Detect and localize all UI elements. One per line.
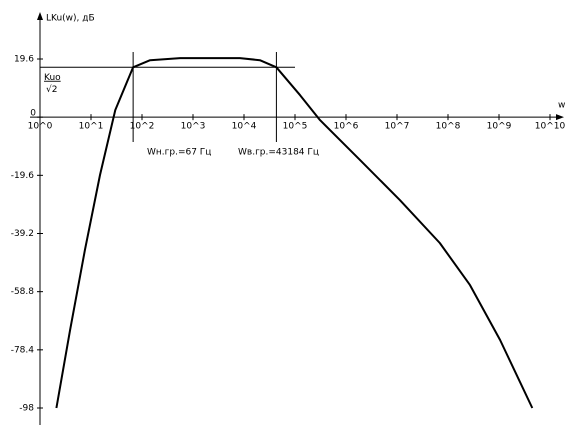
y-axis-arrow	[37, 12, 43, 20]
line-series	[55, 57, 534, 409]
annotation: Wв.гр.=43184 Гц	[238, 148, 319, 158]
hline-label-denominator: √2	[46, 84, 57, 95]
x-tick-label: 10^4	[232, 122, 257, 132]
x-tick-label: 10^7	[385, 122, 410, 132]
x-tick-label: 10^10	[535, 122, 566, 132]
y-tick-label: -39.2	[11, 229, 34, 239]
x-tick-label: 10^3	[181, 122, 206, 132]
hline-label-numerator: Kuo	[44, 73, 61, 83]
x-axis-arrow	[556, 114, 564, 121]
x-tick-label: 10^8	[436, 122, 461, 132]
y-tick-label: -78.4	[11, 345, 35, 355]
y-tick-label: -19.6	[11, 171, 35, 181]
x-tick-label: 10^6	[334, 122, 359, 132]
x-tick-label: 10^9	[487, 122, 512, 132]
annotation: Wн.гр.=67 Гц	[147, 148, 211, 158]
y-tick-label: -98	[19, 404, 34, 414]
x-tick-label: 10^2	[130, 122, 155, 132]
y-tick-label: 19.6	[14, 55, 34, 65]
y-tick-label: 0	[30, 109, 36, 119]
x-tick-label: 10^0	[28, 122, 53, 132]
x-tick-label: 10^1	[79, 122, 104, 132]
y-axis-label: LKu(w), дБ	[46, 14, 95, 24]
x-axis-label: w	[558, 101, 565, 111]
x-tick-label: 10^5	[283, 122, 308, 132]
y-tick-label: -58.8	[11, 287, 35, 297]
